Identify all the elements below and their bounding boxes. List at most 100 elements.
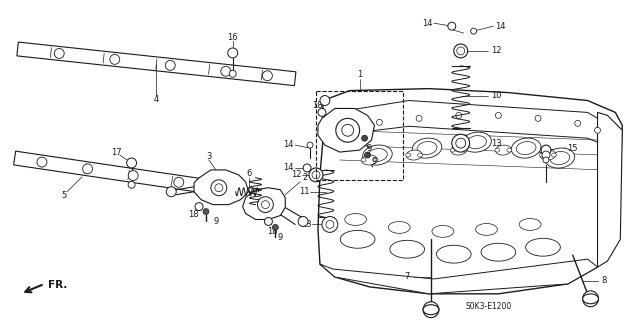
Text: 12: 12 [291, 170, 301, 180]
Circle shape [543, 157, 549, 163]
Ellipse shape [406, 150, 422, 160]
Polygon shape [194, 170, 248, 204]
Circle shape [195, 203, 203, 211]
Text: 13: 13 [301, 220, 311, 229]
Ellipse shape [540, 150, 556, 160]
Text: 17: 17 [111, 148, 122, 156]
Text: 16: 16 [228, 33, 238, 42]
Circle shape [452, 134, 470, 152]
Circle shape [221, 66, 231, 76]
Text: 10: 10 [491, 91, 502, 100]
Ellipse shape [423, 305, 439, 315]
Polygon shape [318, 108, 374, 152]
Circle shape [37, 157, 47, 167]
Circle shape [262, 71, 272, 81]
Ellipse shape [367, 148, 387, 162]
Text: 9: 9 [372, 157, 377, 166]
Circle shape [264, 218, 272, 225]
Ellipse shape [432, 225, 454, 237]
Ellipse shape [582, 294, 599, 304]
Circle shape [307, 142, 313, 148]
Circle shape [257, 197, 274, 212]
Circle shape [456, 138, 465, 148]
Polygon shape [335, 100, 604, 145]
Ellipse shape [462, 132, 491, 152]
Ellipse shape [340, 230, 375, 248]
Ellipse shape [511, 138, 541, 158]
Text: 13: 13 [491, 139, 502, 148]
Circle shape [128, 171, 138, 180]
Circle shape [456, 112, 462, 118]
Text: 18: 18 [311, 101, 322, 110]
Text: 14: 14 [283, 164, 294, 172]
Circle shape [210, 183, 220, 193]
Text: 14: 14 [422, 19, 432, 28]
Ellipse shape [363, 145, 392, 165]
Polygon shape [243, 188, 286, 220]
Circle shape [303, 164, 311, 172]
Ellipse shape [476, 223, 498, 235]
Circle shape [535, 116, 541, 121]
Ellipse shape [467, 136, 486, 149]
Ellipse shape [450, 148, 455, 152]
Circle shape [262, 201, 269, 209]
Circle shape [215, 184, 223, 192]
Circle shape [318, 108, 326, 116]
Ellipse shape [495, 148, 500, 152]
Circle shape [337, 125, 343, 131]
Ellipse shape [412, 138, 442, 158]
Circle shape [582, 291, 599, 307]
Ellipse shape [550, 151, 570, 164]
Circle shape [320, 96, 330, 106]
Circle shape [309, 168, 323, 182]
Text: 6: 6 [246, 169, 251, 178]
Circle shape [229, 70, 236, 77]
Circle shape [448, 22, 456, 30]
Circle shape [362, 135, 367, 141]
Circle shape [542, 151, 550, 159]
Ellipse shape [362, 155, 377, 165]
Circle shape [54, 48, 64, 58]
Ellipse shape [373, 158, 378, 162]
Ellipse shape [496, 145, 511, 155]
Ellipse shape [519, 219, 541, 230]
Ellipse shape [462, 148, 467, 152]
Circle shape [594, 127, 601, 133]
Circle shape [416, 116, 422, 121]
Ellipse shape [361, 158, 366, 162]
Circle shape [166, 187, 176, 197]
Ellipse shape [516, 141, 536, 155]
Circle shape [298, 217, 308, 227]
Ellipse shape [526, 238, 560, 256]
Text: 2: 2 [303, 173, 308, 182]
Circle shape [165, 60, 175, 70]
Text: 9: 9 [213, 217, 218, 226]
Text: FR.: FR. [48, 280, 67, 290]
Polygon shape [598, 112, 622, 267]
Circle shape [326, 220, 334, 228]
Circle shape [322, 217, 338, 232]
Ellipse shape [418, 153, 423, 157]
Circle shape [82, 164, 92, 174]
Circle shape [211, 180, 227, 196]
Ellipse shape [451, 145, 467, 155]
Polygon shape [17, 42, 296, 86]
Text: 5: 5 [62, 191, 67, 200]
Circle shape [336, 118, 360, 142]
Circle shape [228, 48, 238, 58]
Circle shape [203, 209, 209, 214]
Circle shape [457, 47, 465, 55]
Bar [316, 91, 403, 180]
Ellipse shape [437, 245, 471, 263]
Text: 9: 9 [367, 144, 372, 153]
Ellipse shape [540, 153, 545, 157]
Circle shape [128, 181, 135, 188]
Text: 15: 15 [567, 144, 578, 153]
Circle shape [272, 224, 278, 230]
Text: 18: 18 [267, 227, 277, 236]
Text: 3: 3 [206, 152, 211, 161]
Text: 7: 7 [404, 272, 410, 282]
Text: 11: 11 [299, 187, 309, 196]
Ellipse shape [481, 243, 516, 261]
Text: 12: 12 [491, 46, 502, 55]
